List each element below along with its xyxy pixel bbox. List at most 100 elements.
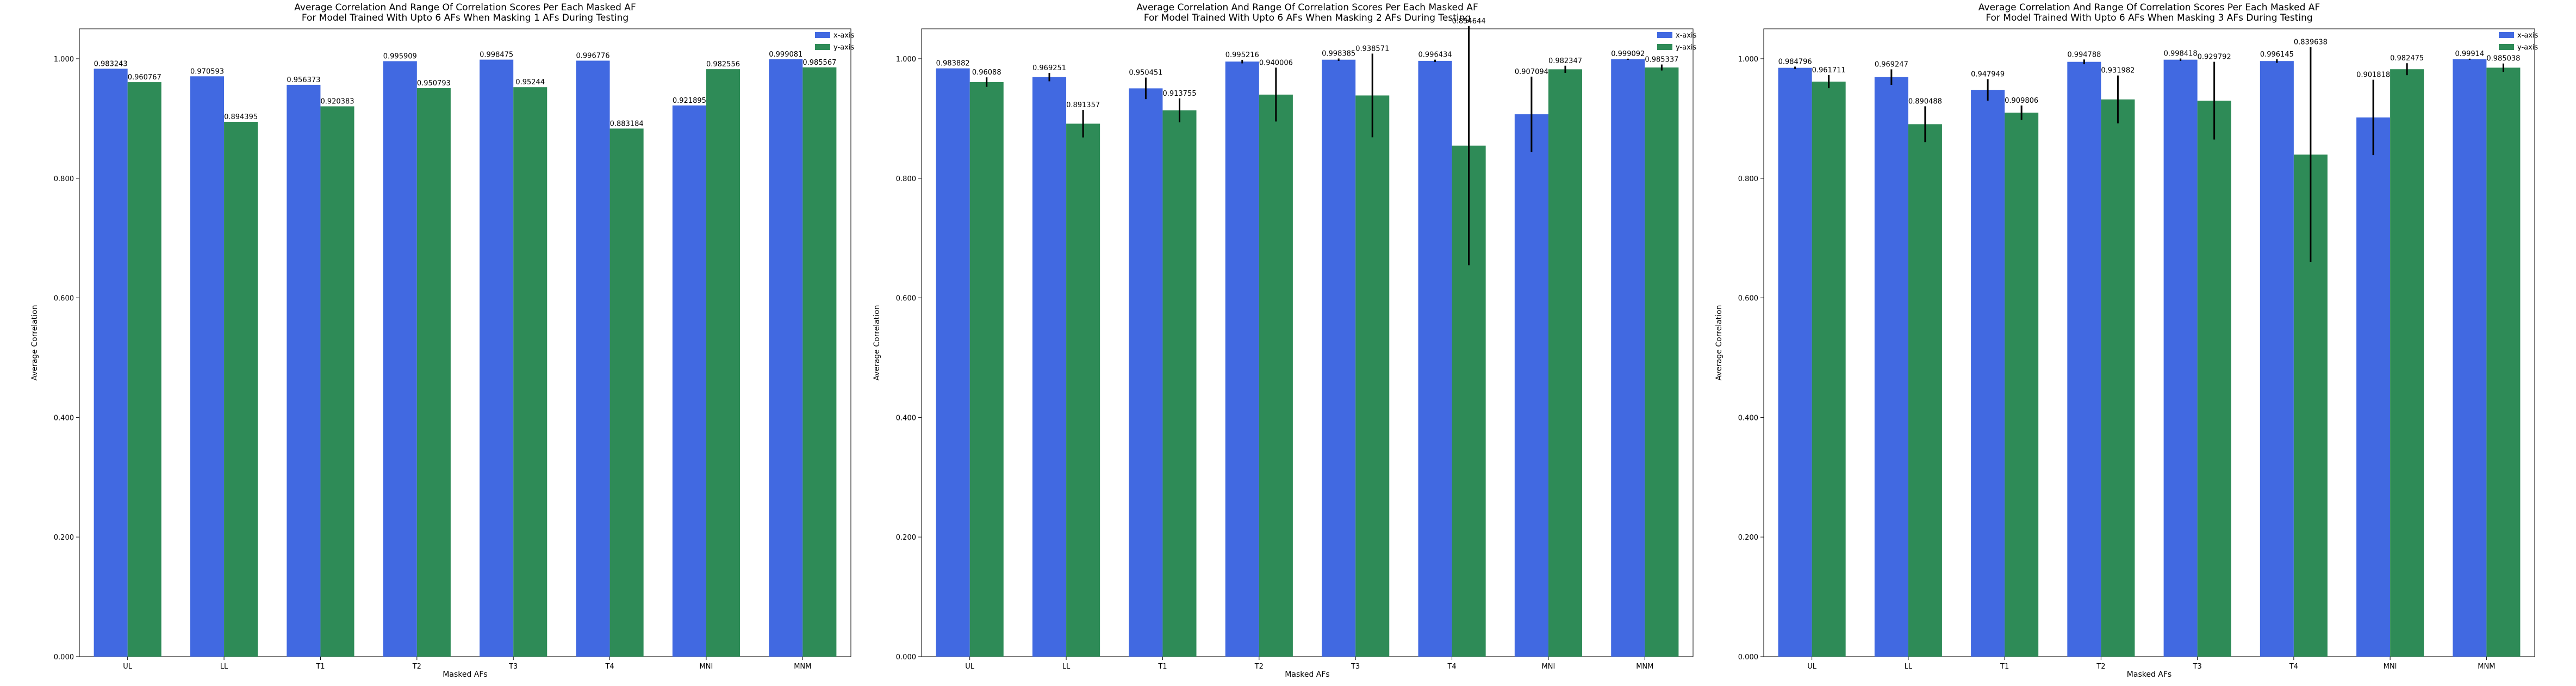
data-label: 0.839638	[2294, 38, 2328, 46]
y-tick-label: 0.800	[1738, 175, 1758, 183]
bar-y-axis-UL	[1812, 82, 1846, 657]
data-label: 0.995216	[1225, 51, 1259, 59]
x-tick-label: UL	[1807, 663, 1817, 671]
bar-y-axis-MNI	[1548, 69, 1583, 657]
data-label: 0.931982	[2101, 67, 2135, 75]
data-label: 0.985337	[1645, 56, 1678, 64]
y-tick-label: 1.000	[54, 55, 74, 64]
legend-swatch-x-axis	[815, 32, 830, 38]
y-tick-label: 0.800	[54, 175, 74, 183]
y-axis-label: Average Correlation	[1715, 305, 1723, 380]
bar-y-axis-T3	[1355, 95, 1390, 657]
bar-y-axis-MNM	[1645, 67, 1679, 657]
data-label: 0.982347	[1548, 57, 1582, 65]
y-tick-label: 0.600	[54, 295, 74, 303]
y-tick-label: 0.400	[54, 414, 74, 422]
data-label: 0.854644	[1452, 17, 1486, 26]
data-label: 0.947949	[1971, 70, 2005, 78]
plot-frame	[79, 28, 851, 657]
y-tick-label: 0.200	[1738, 534, 1758, 542]
x-tick-label: UL	[123, 663, 133, 671]
x-tick-label: T1	[2000, 663, 2009, 671]
y-tick-label: 0.200	[896, 534, 916, 542]
data-label: 0.940006	[1259, 59, 1293, 67]
x-tick-label: MNI	[1542, 663, 1555, 671]
y-axis-label: Average Correlation	[30, 305, 39, 380]
y-tick-label: 0.000	[1738, 653, 1758, 662]
bar-y-axis-T3	[513, 87, 547, 657]
data-label: 0.99914	[2455, 50, 2484, 58]
data-label: 0.996776	[576, 52, 610, 60]
bar-x-axis-MNI	[1514, 114, 1548, 657]
bar-x-axis-T4	[1418, 60, 1452, 657]
x-tick-label: T3	[1351, 663, 1360, 671]
bar-y-axis-T2	[416, 88, 451, 657]
chart-title-line-2: For Model Trained With Upto 6 AFs When M…	[302, 13, 629, 23]
data-label: 0.950451	[1129, 69, 1162, 77]
bar-x-axis-UL	[94, 69, 128, 657]
data-label: 0.960767	[128, 73, 161, 82]
x-tick-label: MNM	[2478, 663, 2495, 671]
x-tick-label: T2	[1254, 663, 1264, 671]
bar-x-axis-MNM	[1611, 59, 1645, 657]
x-tick-label: LL	[1905, 663, 1913, 671]
x-axis-label: Masked AFs	[1285, 670, 1329, 679]
chart-title-line-1: Average Correlation And Range Of Correla…	[1978, 2, 2320, 13]
plot-frame	[1763, 28, 2535, 657]
bar-y-axis-T3	[2197, 101, 2231, 657]
bar-x-axis-T2	[1225, 61, 1259, 657]
y-tick-label: 0.400	[896, 414, 916, 422]
data-label: 0.982475	[2390, 54, 2424, 63]
y-tick-label: 0.600	[1738, 295, 1758, 303]
bar-y-axis-LL	[1908, 124, 1942, 657]
chart-title-line-1: Average Correlation And Range Of Correla…	[1136, 2, 1478, 13]
chart-title-line-2: For Model Trained With Upto 6 AFs When M…	[1144, 13, 1471, 23]
data-label: 0.961711	[1812, 66, 1846, 75]
x-tick-label: MNM	[1636, 663, 1653, 671]
x-tick-label: T3	[508, 663, 518, 671]
bar-y-axis-T1	[2005, 113, 2039, 657]
plot-frame	[921, 28, 1694, 657]
data-label: 0.998418	[2164, 50, 2198, 58]
x-axis-label: Masked AFs	[2127, 670, 2171, 679]
bar-y-axis-T1	[1162, 110, 1197, 657]
bar-y-axis-T1	[320, 106, 354, 657]
y-tick-label: 0.000	[54, 653, 74, 662]
bar-y-axis-UL	[969, 82, 1004, 657]
data-label: 0.920383	[320, 97, 354, 106]
data-label: 0.998475	[480, 51, 513, 59]
bar-y-axis-LL	[1066, 123, 1100, 657]
bar-x-axis-MNI	[2356, 117, 2391, 657]
chart-panel-1: Average Correlation And Range Of Correla…	[30, 2, 855, 679]
legend-swatch-y-axis	[815, 44, 830, 50]
x-tick-label: LL	[220, 663, 228, 671]
x-tick-label: T4	[1447, 663, 1456, 671]
data-label: 0.999092	[1611, 50, 1645, 58]
legend-label: x-axis	[833, 32, 855, 40]
bar-x-axis-UL	[1778, 67, 1812, 657]
data-label: 0.969247	[1875, 60, 1908, 69]
x-tick-label: MNI	[2384, 663, 2397, 671]
data-label: 0.95244	[515, 78, 545, 86]
data-label: 0.890488	[1908, 97, 1942, 106]
data-label: 0.956373	[287, 76, 320, 84]
x-tick-label: MNM	[794, 663, 811, 671]
x-tick-label: UL	[965, 663, 975, 671]
x-tick-label: LL	[1062, 663, 1071, 671]
bar-y-axis-LL	[224, 122, 258, 657]
y-tick-label: 1.000	[896, 55, 916, 64]
x-tick-label: T1	[315, 663, 325, 671]
bar-x-axis-T2	[2067, 61, 2101, 657]
y-tick-label: 0.600	[896, 295, 916, 303]
data-label: 0.985567	[802, 59, 836, 67]
data-label: 0.995909	[383, 52, 417, 60]
data-label: 0.913755	[1162, 90, 1196, 98]
bar-x-axis-T1	[1971, 90, 2005, 657]
data-label: 0.909806	[2005, 97, 2038, 105]
x-tick-label: T4	[2289, 663, 2298, 671]
x-tick-label: T2	[2096, 663, 2105, 671]
data-label: 0.96088	[972, 69, 1001, 77]
data-label: 0.891357	[1066, 101, 1100, 109]
x-tick-label: T4	[605, 663, 614, 671]
legend-swatch-y-axis	[1657, 44, 1672, 50]
